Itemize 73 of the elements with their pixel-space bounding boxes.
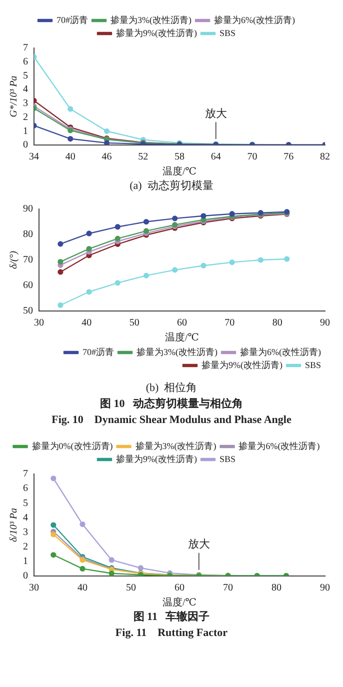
legend-label: 掺量为3%(改性沥青)	[135, 440, 216, 451]
y-tick-label: 3	[23, 98, 28, 110]
x-tick-label: 58	[174, 152, 184, 163]
legend-label: 掺量为0%(改性沥青)	[32, 440, 113, 451]
x-tick-label: 60	[177, 318, 187, 329]
y-tick-label: 0	[23, 570, 28, 582]
y-tick-label: 7	[23, 42, 28, 54]
legend-label: 掺量为9%(改性沥青)	[116, 28, 197, 38]
y-tick-label: 1	[23, 126, 28, 137]
caption: Fig. 11 Rutting Factor	[114, 626, 229, 641]
x-tick-label: 90	[320, 582, 330, 594]
text: (a) 动态剪切模量	[128, 178, 214, 194]
y-tick-label: 4	[23, 84, 28, 96]
legend-label: SBS	[219, 28, 236, 38]
y-tick-label: 2	[23, 541, 28, 552]
y-tick-label: 5	[23, 498, 28, 509]
y-tick-label: 0	[23, 140, 28, 151]
legend-label: 掺量为6%(改性沥青)	[240, 346, 322, 357]
caption: 图 11 车辙因子	[132, 610, 211, 625]
x-tick-label: 82	[320, 152, 330, 163]
y-tick-label: 60	[23, 280, 33, 292]
legend-label: 70#沥青	[56, 14, 88, 25]
legend-label: SBS	[219, 454, 236, 464]
legend-label: 掺量为6%(改性沥青)	[238, 440, 320, 451]
x-tick-label: 64	[210, 152, 221, 163]
x-tick-label: 80	[272, 318, 282, 329]
legend-label: 70#沥青	[82, 346, 114, 357]
x-tick-label: 50	[126, 582, 136, 594]
x-tick-label: 52	[138, 152, 148, 163]
x-tick-label: 90	[320, 318, 330, 329]
y-axis-title: G*/10³ Pa	[8, 76, 20, 118]
legend-label: SBS	[304, 360, 321, 370]
y-tick-label: 3	[23, 526, 28, 538]
y-tick-label: 2	[23, 112, 28, 123]
y-tick-label: 5	[23, 70, 28, 82]
x-tick-label: 30	[34, 318, 44, 329]
legend-label: 掺量为9%(改性沥青)	[116, 454, 197, 464]
x-tick-label: 70	[223, 582, 233, 594]
x-tick-label: 60	[174, 582, 184, 594]
y-tick-label: 4	[23, 512, 28, 524]
y-axis-title: δ/10³ Pa	[8, 508, 20, 542]
legend-label: 掺量为3%(改性沥青)	[110, 14, 192, 25]
annotation: 放大	[204, 106, 227, 120]
legend-label: 掺量为9%(改性沥青)	[201, 360, 282, 370]
y-tick-label: 1	[23, 556, 28, 568]
x-tick-label: 34	[29, 152, 39, 163]
legend-label: 掺量为3%(改性沥青)	[136, 346, 218, 357]
x-axis-title: 温度/℃	[162, 596, 196, 609]
y-axis-title: δ/(°)	[8, 250, 20, 270]
x-tick-label: 80	[272, 582, 282, 594]
x-tick-label: 50	[129, 318, 140, 329]
x-axis-title: 温度/℃	[165, 332, 199, 344]
y-tick-label: 50	[23, 306, 33, 317]
caption: Fig. 10 Dynamic Shear Modulus and Phase Angle	[50, 413, 292, 428]
y-tick-label: 90	[23, 204, 33, 215]
x-tick-label: 40	[65, 152, 76, 163]
y-tick-label: 6	[23, 483, 28, 494]
x-tick-label: 70	[247, 152, 258, 163]
text: (b) 相位角	[144, 381, 198, 396]
legend-label: 掺量为6%(改性沥青)	[214, 14, 295, 25]
x-axis-title: 温度/℃	[162, 166, 196, 178]
y-tick-label: 7	[23, 468, 28, 480]
annotation: 放大	[188, 538, 210, 551]
x-tick-label: 40	[78, 582, 88, 594]
caption: 图 10 动态剪切模量与相位角	[99, 396, 244, 412]
x-tick-label: 40	[82, 318, 92, 329]
y-tick-label: 70	[23, 254, 33, 266]
x-tick-label: 30	[29, 582, 39, 594]
x-tick-label: 76	[284, 152, 294, 163]
x-tick-label: 46	[102, 152, 112, 163]
x-tick-label: 70	[224, 318, 235, 329]
y-tick-label: 80	[23, 229, 33, 240]
y-tick-label: 6	[23, 56, 28, 68]
